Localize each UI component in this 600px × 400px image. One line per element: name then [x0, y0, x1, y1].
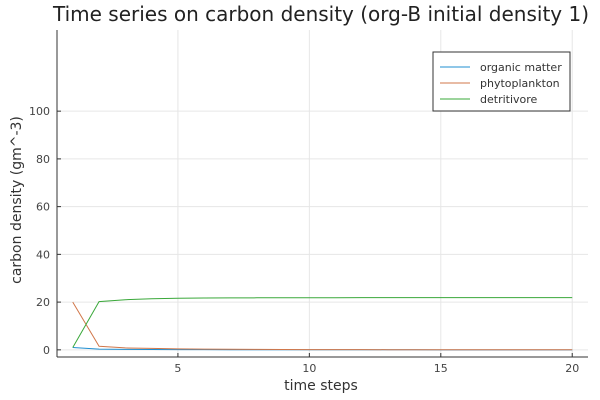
legend-box: [432, 51, 571, 112]
legend-label-detritivore: detritivore: [480, 93, 538, 106]
y-tick-label: 60: [36, 201, 50, 214]
x-tick-label: 10: [302, 362, 316, 375]
series-layer: [72, 297, 573, 351]
chart-title: Time series on carbon density (org-B ini…: [52, 2, 589, 26]
legend: organic matter phytoplankton detritivore: [432, 51, 571, 112]
x-tick-label: 20: [565, 362, 579, 375]
legend-label-phytoplankton: phytoplankton: [480, 77, 560, 90]
series-line-phytoplankton: [72, 301, 573, 351]
y-tick-label: 0: [43, 344, 50, 357]
x-ticks: 5 10 15 20: [174, 353, 579, 375]
y-ticks: 0 20 40 60 80 100: [29, 105, 61, 357]
y-tick-label: 40: [36, 248, 50, 261]
y-axis-label: carbon density (gm^-3): [9, 116, 25, 284]
legend-label-organic-matter: organic matter: [480, 61, 562, 74]
x-tick-label: 15: [434, 362, 448, 375]
y-tick-label: 100: [29, 105, 50, 118]
x-axis-label: time steps: [284, 378, 358, 394]
x-tick-label: 5: [174, 362, 181, 375]
y-tick-label: 20: [36, 296, 50, 309]
y-tick-label: 80: [36, 153, 50, 166]
series-line-detritivore: [72, 297, 573, 348]
